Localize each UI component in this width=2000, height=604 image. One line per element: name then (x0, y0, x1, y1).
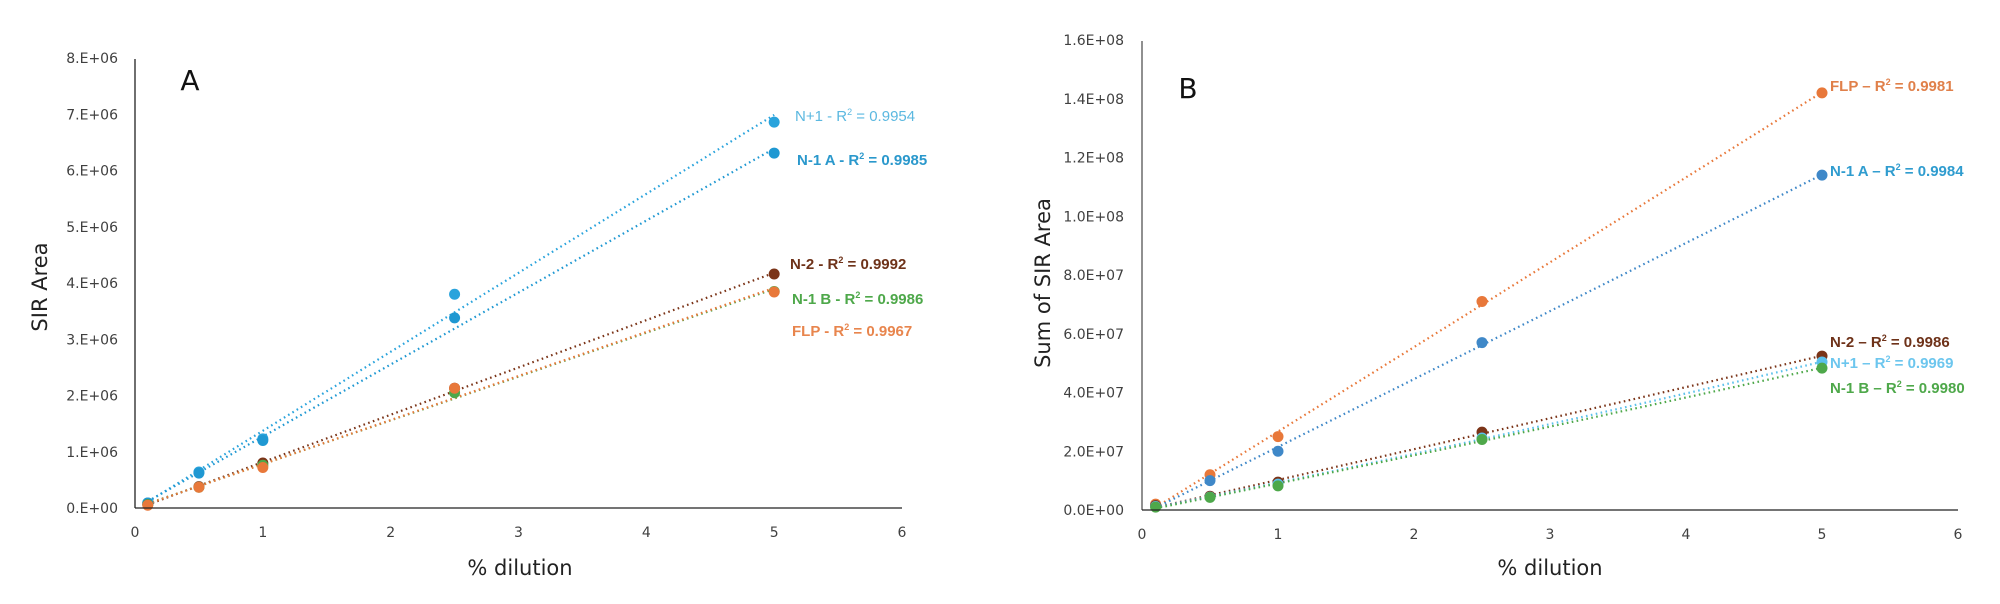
data-point-flp (1816, 87, 1828, 99)
data-point-flp (193, 481, 205, 493)
y-tick-label: 0.E+00 (66, 501, 118, 517)
trendline-n-1-a (147, 147, 775, 503)
trendline-n-2 (147, 271, 775, 506)
x-tick-label: 3 (514, 525, 523, 541)
y-axis-title-a: SIR Area (28, 242, 52, 331)
y-tick-label: 2.0E+07 (1063, 444, 1124, 460)
x-tick-label: 3 (1546, 527, 1555, 543)
trendline-flp (147, 286, 775, 505)
trendline-n-1-a (1155, 173, 1823, 509)
r-squared-label: FLP – R2 = 0.9981 (1830, 77, 1954, 95)
y-tick-label: 0.0E+00 (1063, 503, 1124, 519)
y-ticks-a: 0.E+00 1.E+06 2.E+06 3.E+06 4.E+06 5.E+06 6.E+… (66, 51, 118, 517)
x-tick-label: 6 (1954, 527, 1963, 543)
y-ticks-b: 0.0E+00 2.0E+07 4.0E+07 6.0E+07 8.0E+07 1.0E+… (1063, 33, 1124, 519)
data-point-flp (1272, 431, 1284, 443)
data-point-n-1-a (257, 435, 269, 446)
data-point-flp (257, 462, 269, 473)
data-point-n-1-b (1816, 362, 1828, 374)
y-tick-label: 3.E+06 (66, 332, 118, 348)
y-tick-label: 1.2E+08 (1063, 151, 1124, 167)
r-squared-label: FLP - R2 = 0.9967 (792, 322, 912, 340)
x-tick-label: 0 (1138, 527, 1147, 543)
y-tick-label: 4.0E+07 (1063, 386, 1124, 402)
points-b (1150, 87, 1828, 513)
y-tick-label: 5.E+06 (66, 220, 118, 236)
y-tick-label: 1.4E+08 (1063, 92, 1124, 108)
y-tick-label: 1.0E+08 (1063, 209, 1124, 225)
r-squared-label: N-1 A – R2 = 0.9984 (1830, 162, 1964, 180)
y-tick-label: 6.E+06 (66, 164, 118, 180)
data-point-n-1-b (1272, 480, 1284, 492)
data-point-n-1 (449, 288, 461, 300)
x-ticks-a: 0 1 2 3 4 5 6 (131, 525, 907, 541)
data-point-n-1 (768, 116, 780, 128)
trendline-flp (1155, 91, 1823, 509)
chart-b: B Sum of SIR Area % dilution 0.0E+00 2.0E… (1031, 33, 1965, 580)
y-tick-label: 2.E+06 (66, 389, 118, 405)
data-point-n-1-b (1204, 491, 1216, 503)
x-ticks-b: 0 1 2 3 4 5 6 (1138, 527, 1963, 543)
trendline-n-1 (147, 113, 775, 503)
x-tick-label: 5 (1818, 527, 1827, 543)
y-tick-label: 7.E+06 (66, 107, 118, 123)
r-squared-label: N+1 - R2 = 0.9954 (795, 107, 915, 125)
panel-label-a: A (180, 64, 199, 97)
data-point-n-1-b (1476, 434, 1488, 445)
y-tick-label: 6.0E+07 (1063, 327, 1124, 343)
y-tick-label: 8.E+06 (66, 51, 118, 67)
x-axis-title-b: % dilution (1497, 556, 1602, 580)
y-tick-label: 4.E+06 (66, 276, 118, 292)
data-point-n-2 (768, 268, 780, 280)
data-point-n-1-b (1150, 501, 1162, 513)
trendlines-b (1155, 91, 1823, 510)
data-point-flp (1476, 295, 1488, 307)
data-point-flp (449, 382, 461, 394)
annotations-a: N+1 - R2 = 0.9954 N-1 A - R2 = 0.9985 N-2 … (790, 107, 927, 340)
y-axis-title-b: Sum of SIR Area (1031, 198, 1055, 368)
data-point-n-1-a (768, 147, 780, 159)
x-tick-label: 1 (258, 525, 267, 541)
x-tick-label: 6 (898, 525, 907, 541)
data-point-n-1-a (1272, 445, 1284, 457)
r-squared-label: N-1 A - R2 = 0.9985 (797, 151, 927, 169)
trendline-n-2 (1155, 354, 1823, 509)
x-tick-label: 2 (386, 525, 395, 541)
trendline-n-1 (1155, 360, 1823, 509)
data-point-n-1-a (449, 312, 461, 324)
data-point-n-1-a (193, 467, 205, 479)
chart-a: A SIR Area % dilution 0.E+00 1.E+06 2.E+06… (28, 51, 927, 580)
trendline-n-1-b (1155, 366, 1823, 510)
x-tick-label: 0 (131, 525, 140, 541)
r-squared-label: N+1 – R2 = 0.9969 (1830, 354, 1953, 372)
annotations-b: FLP – R2 = 0.9981 N-1 A – R2 = 0.9984 N-2 … (1830, 77, 1965, 397)
x-tick-label: 2 (1410, 527, 1419, 543)
trendlines-a (147, 113, 775, 506)
data-point-n-1-a (1204, 475, 1216, 487)
panel-label-b: B (1178, 72, 1197, 105)
data-point-flp (768, 286, 780, 298)
y-tick-label: 1.6E+08 (1063, 33, 1124, 49)
data-point-flp (142, 499, 154, 511)
r-squared-label: N-1 B - R2 = 0.9986 (792, 290, 923, 308)
data-point-n-1-a (1476, 337, 1488, 349)
x-tick-label: 1 (1274, 527, 1283, 543)
x-tick-label: 5 (770, 525, 779, 541)
x-tick-label: 4 (642, 525, 651, 541)
r-squared-label: N-1 B – R2 = 0.9980 (1830, 379, 1965, 397)
y-tick-label: 8.0E+07 (1063, 268, 1124, 284)
points-a (142, 116, 780, 511)
x-tick-label: 4 (1682, 527, 1691, 543)
r-squared-label: N-2 - R2 = 0.9992 (790, 255, 906, 273)
r-squared-label: N-2 – R2 = 0.9986 (1830, 333, 1950, 351)
x-axis-title-a: % dilution (467, 556, 572, 580)
data-point-n-1-a (1816, 169, 1828, 181)
y-tick-label: 1.E+06 (66, 445, 118, 461)
